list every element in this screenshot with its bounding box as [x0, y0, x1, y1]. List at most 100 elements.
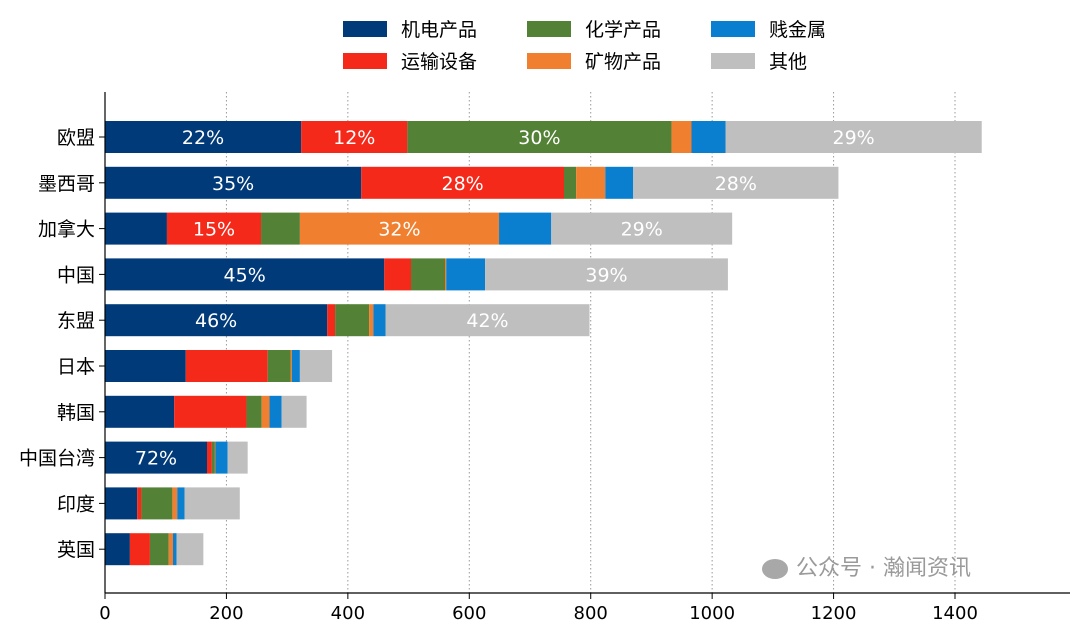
bar-segment	[207, 441, 212, 474]
bar-segment	[301, 121, 408, 153]
x-tick-label: 1000	[689, 603, 735, 624]
bar-segment	[176, 533, 204, 566]
bar-segment	[105, 395, 175, 428]
wechat-icon	[762, 559, 788, 579]
bar-segment	[105, 304, 328, 337]
bar-segment	[290, 350, 292, 382]
y-tick-label: 加拿大	[38, 218, 95, 241]
bar-segment	[261, 395, 270, 428]
bar-segment	[445, 258, 447, 291]
bar-segment	[411, 258, 445, 291]
bar-segment	[168, 533, 173, 566]
y-tick-label: 墨西哥	[38, 173, 95, 195]
bar-segment	[105, 212, 167, 245]
bar-segment	[725, 121, 982, 153]
bar-segment	[214, 441, 216, 474]
bar-segment	[299, 350, 333, 382]
legend-swatch	[343, 53, 387, 69]
data-label: 28%	[441, 173, 483, 195]
bar-segment	[185, 350, 268, 382]
bar-segment	[215, 441, 228, 474]
bar-segment	[227, 441, 248, 474]
legend-label: 运输设备	[401, 51, 477, 73]
bar-segment	[369, 304, 374, 337]
bar-segment	[267, 350, 291, 382]
bar-segment	[184, 487, 240, 520]
x-tick-label: 1400	[932, 603, 978, 624]
data-label: 72%	[135, 448, 177, 470]
bar-segment	[373, 304, 386, 337]
watermark-text: 公众号 · 瀚闻资讯	[796, 556, 971, 581]
bar-segment	[105, 350, 186, 382]
legend-label: 其他	[769, 51, 807, 73]
bar-segment	[407, 121, 672, 153]
data-label: 35%	[212, 173, 254, 195]
bar-segment	[129, 533, 150, 566]
bar-segment	[105, 166, 362, 199]
x-tick-label: 400	[331, 603, 365, 624]
bar-segment	[671, 121, 692, 153]
y-tick-label: 日本	[57, 356, 95, 378]
bar-segment	[446, 258, 486, 291]
y-tick-label: 东盟	[57, 310, 95, 332]
watermark: 公众号 · 瀚闻资讯	[762, 556, 971, 582]
data-label: 15%	[193, 219, 235, 241]
legend-swatch	[527, 21, 571, 37]
bar-segment	[246, 395, 262, 428]
data-label: 46%	[195, 310, 237, 332]
bar-segment	[166, 212, 262, 245]
bar-segment	[299, 212, 500, 245]
bar-segment	[361, 166, 564, 199]
data-label: 30%	[518, 127, 560, 149]
data-label: 28%	[715, 173, 757, 195]
bar-segment	[335, 304, 370, 337]
x-tick-label: 1200	[811, 603, 857, 624]
y-tick-label: 中国台湾	[19, 448, 95, 470]
data-label: 39%	[585, 264, 627, 286]
bar-segment	[174, 395, 247, 428]
data-label: 22%	[182, 127, 224, 149]
x-tick-label: 200	[209, 603, 243, 624]
y-tick-label: 印度	[57, 493, 95, 515]
bar-segment	[551, 212, 733, 245]
bar-segment	[261, 212, 300, 245]
bar-segment	[384, 258, 411, 291]
bar-segment	[141, 487, 173, 520]
bar-segment	[105, 533, 130, 566]
data-label: 29%	[832, 127, 874, 149]
bar-segment	[105, 258, 385, 291]
bar-segment	[605, 166, 634, 199]
bar-segment	[485, 258, 728, 291]
legend-swatch	[711, 21, 755, 37]
data-label: 45%	[224, 264, 266, 286]
bar-segment	[327, 304, 336, 337]
bar-segment	[269, 395, 282, 428]
legend-label: 化学产品	[585, 19, 661, 41]
bar-segment	[691, 121, 726, 153]
bar-segment	[385, 304, 590, 337]
bar-segment	[633, 166, 839, 199]
y-tick-label: 韩国	[57, 402, 95, 424]
bar-segment	[564, 166, 577, 199]
bar-segment	[499, 212, 552, 245]
bar-segment	[172, 487, 178, 520]
legend-label: 机电产品	[401, 19, 477, 41]
bar-segment	[292, 350, 300, 382]
data-label: 32%	[378, 219, 420, 241]
x-tick-label: 600	[452, 603, 486, 624]
bar-segment	[173, 533, 177, 566]
legend-swatch	[527, 53, 571, 69]
bar-segment	[105, 487, 138, 520]
x-tick-label: 0	[99, 603, 110, 624]
bar-segment	[137, 487, 142, 520]
legend-swatch	[711, 53, 755, 69]
legend-swatch	[343, 21, 387, 37]
legend-label: 贱金属	[769, 19, 826, 41]
bar-segment	[149, 533, 169, 566]
bar-segment	[281, 395, 307, 428]
bar-segment	[177, 487, 185, 520]
data-label: 29%	[621, 219, 663, 241]
y-tick-label: 英国	[57, 539, 95, 561]
